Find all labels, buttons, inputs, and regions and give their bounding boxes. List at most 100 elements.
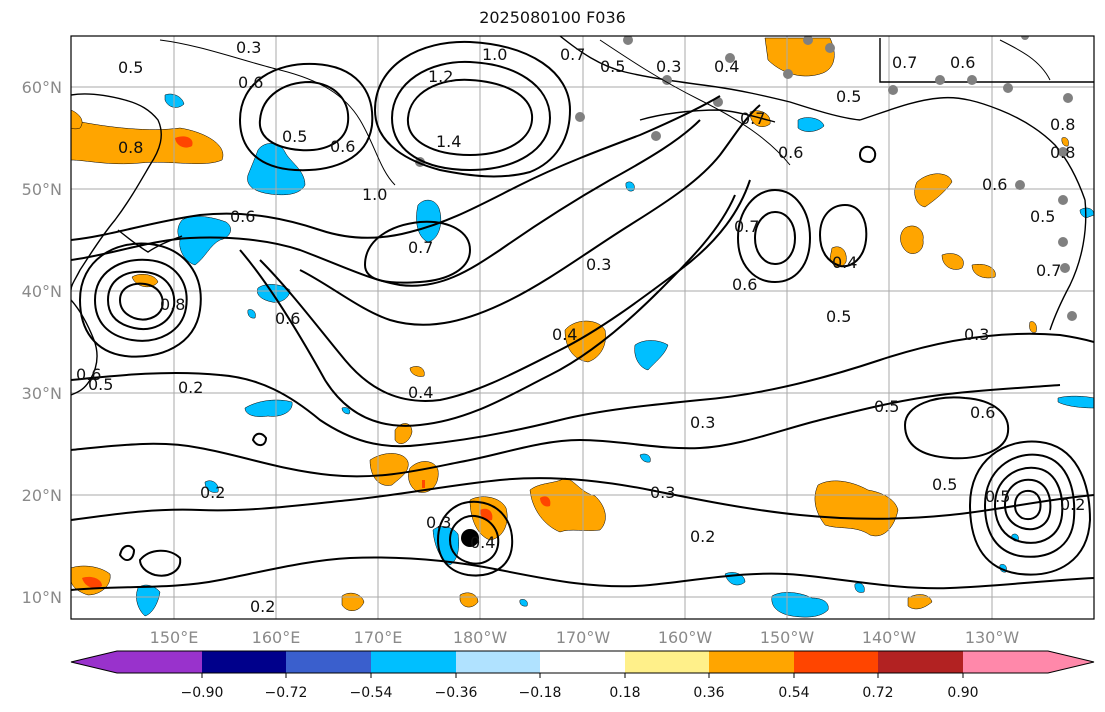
- contour-label: 0.6: [238, 73, 263, 92]
- contour-label: 1.0: [362, 185, 387, 204]
- colorbar-tick-label: −0.36: [435, 685, 478, 701]
- contour-label: 0.5: [88, 375, 113, 394]
- colorbar-tick-label: 0.18: [609, 685, 640, 701]
- contour-label: 0.3: [236, 38, 261, 57]
- contour-label: 0.7: [740, 109, 765, 128]
- colorbar-tick-label: −0.90: [181, 685, 224, 701]
- contour-label: 0.2: [200, 483, 225, 502]
- colorbar-segment: [540, 651, 625, 673]
- colorbar-segment: [794, 651, 878, 673]
- lat-label: 40°N: [22, 282, 62, 301]
- contour-label: 0.7: [1036, 261, 1061, 280]
- colorbar-segment: [117, 651, 202, 673]
- contour-label: 0.5: [282, 127, 307, 146]
- colorbar-segment: [709, 651, 794, 673]
- lon-label: 150°E: [150, 628, 199, 647]
- contour-label: 0.8: [160, 295, 185, 314]
- colorbar-segment: [456, 651, 540, 673]
- thin-contours: [159, 39, 1051, 186]
- contour-label: 0.3: [426, 513, 451, 532]
- contour-label: 0.7: [734, 217, 759, 236]
- colorbar-extend-high: [1048, 651, 1094, 673]
- contour-label: 1.4: [436, 132, 461, 151]
- lon-label: 130°W: [965, 628, 1020, 647]
- contour-label: 0.2: [178, 378, 203, 397]
- contour-label: 0.5: [985, 487, 1010, 506]
- contour-label: 0.6: [732, 275, 757, 294]
- contour-label: 0.2: [690, 527, 715, 546]
- coastlines: [71, 36, 1094, 396]
- contour-label: 0.6: [275, 309, 300, 328]
- colorbar-tick-label: −0.72: [265, 685, 308, 701]
- contour-label: 0.5: [932, 475, 957, 494]
- lon-label: 180°W: [453, 628, 508, 647]
- contour-label: 0.7: [560, 45, 585, 64]
- contour-label: 0.5: [118, 58, 143, 77]
- map-title: 2025080100 F036: [479, 8, 626, 27]
- contour-label: 0.6: [76, 365, 101, 384]
- colorbar-ticks: −0.90 −0.72 −0.54 −0.36 −0.18 0.18 0.36 …: [181, 685, 979, 701]
- graticule: [71, 36, 1094, 619]
- contour-label: 0.6: [982, 175, 1007, 194]
- lat-label: 50°N: [22, 180, 62, 199]
- colorbar-segment: [286, 651, 371, 673]
- contour-label: 0.4: [832, 253, 857, 272]
- colorbar-segment: [625, 651, 709, 673]
- colorbar: [70, 650, 1095, 678]
- colorbar-tick-label: 0.54: [778, 685, 809, 701]
- lon-label: 160°E: [252, 628, 301, 647]
- lon-label: 150°W: [760, 628, 815, 647]
- contour-label-group: 0.3 0.5 0.6 0.5 1.0 1.2 1.4 0.7 0.5 0.3 …: [76, 38, 1085, 616]
- station-dots: [415, 36, 1077, 321]
- contour-label: 0.6: [778, 143, 803, 162]
- contour-label: 0.5: [1030, 207, 1055, 226]
- colorbar-outline: [70, 650, 1095, 674]
- lat-label: 60°N: [22, 78, 62, 97]
- contour-label: 0.4: [714, 57, 739, 76]
- contour-label: 0.4: [470, 533, 495, 552]
- cyclone-center-marker: [461, 529, 479, 547]
- contour-label: 0.3: [586, 255, 611, 274]
- contour-label: 0.6: [230, 207, 255, 226]
- strong-anomaly-cores: [82, 136, 551, 588]
- contour-label: 0.6: [950, 53, 975, 72]
- contour-label: 0.4: [552, 325, 577, 344]
- contour-lines: [71, 40, 1094, 591]
- contour-label: 0.8: [1050, 143, 1075, 162]
- lon-label: 160°W: [658, 628, 713, 647]
- lat-label: 30°N: [22, 384, 62, 403]
- contour-label: 0.2: [250, 597, 275, 616]
- contour-label: 0.4: [408, 383, 433, 402]
- contour-label: 0.3: [690, 413, 715, 432]
- contour-label: 0.6: [970, 403, 995, 422]
- colorbar-tick-label: 0.72: [862, 685, 893, 701]
- colorbar-tick-label: 0.36: [693, 685, 724, 701]
- longitude-axis: 150°E 160°E 170°E 180°W 170°W 160°W 150°…: [150, 628, 1020, 647]
- lat-label: 10°N: [22, 588, 62, 607]
- contour-label: 0.2: [1060, 495, 1085, 514]
- contour-label: 0.3: [656, 57, 681, 76]
- contour-label: 0.7: [408, 238, 433, 257]
- colorbar-tick-label: −0.18: [519, 685, 562, 701]
- contour-label: 0.6: [330, 137, 355, 156]
- contour-label: 0.7: [892, 53, 917, 72]
- colorbar-segment: [878, 651, 963, 673]
- contour-label: 0.8: [1050, 115, 1075, 134]
- contour-label: 0.3: [964, 325, 989, 344]
- contour-label: 0.3: [650, 483, 675, 502]
- colorbar-segment: [202, 651, 286, 673]
- colorbar-extend-low: [71, 651, 117, 673]
- lon-label: 140°W: [862, 628, 917, 647]
- lat-label: 20°N: [22, 486, 62, 505]
- contour-label: 0.5: [836, 87, 861, 106]
- contour-label: 0.8: [118, 138, 143, 157]
- colorbar-tick-label: −0.54: [350, 685, 393, 701]
- contour-label: 0.5: [826, 307, 851, 326]
- colorbar-segment: [371, 651, 456, 673]
- contour-label: 0.5: [874, 397, 899, 416]
- latitude-axis: 60°N 50°N 40°N 30°N 20°N 10°N: [22, 78, 62, 607]
- contour-label: 0.5: [600, 57, 625, 76]
- contour-label: 1.0: [482, 45, 507, 64]
- lon-label: 170°E: [354, 628, 403, 647]
